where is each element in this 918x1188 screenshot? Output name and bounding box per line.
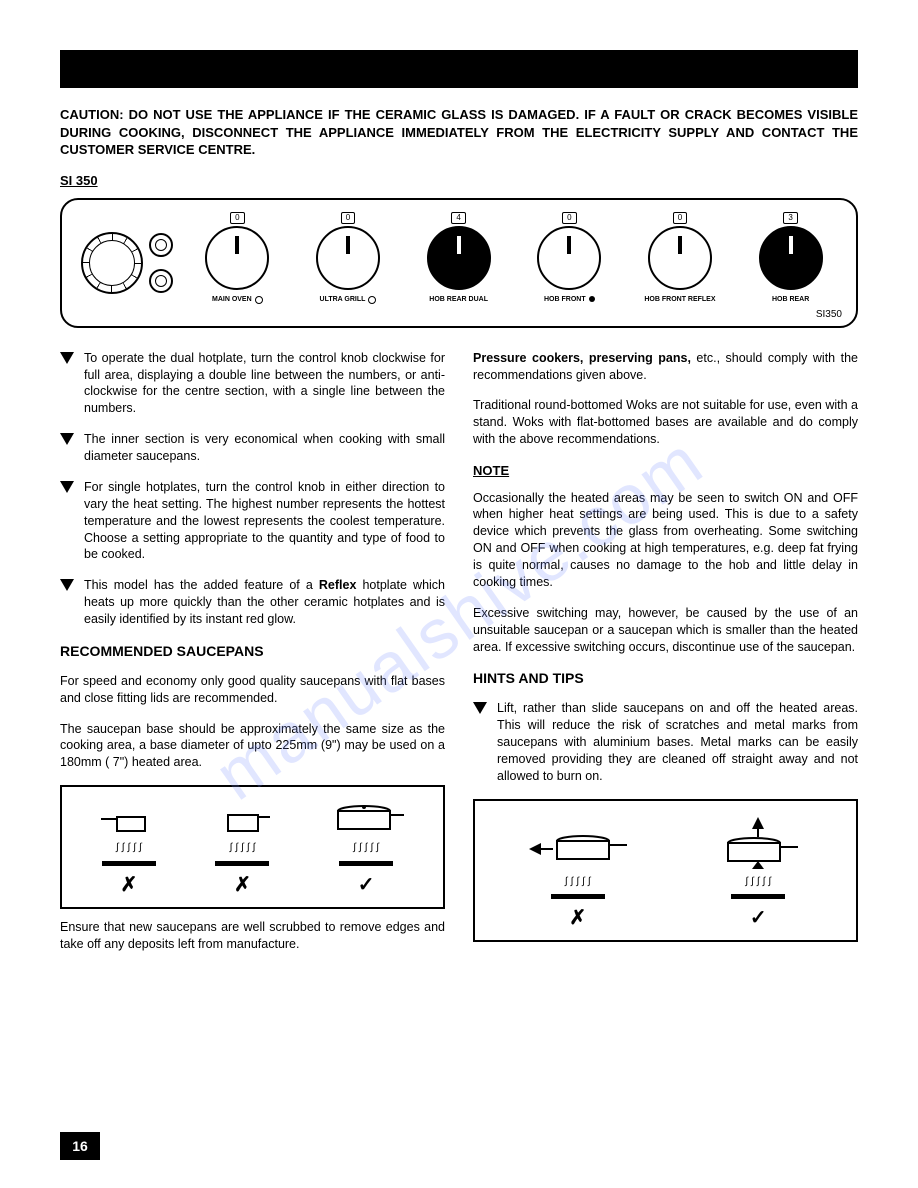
paragraph: For speed and economy only good quality …	[60, 673, 445, 707]
knob-indicator: 0	[341, 212, 355, 224]
mark-x: ✗	[234, 872, 251, 899]
page: CAUTION: DO NOT USE THE APPLIANCE IF THE…	[0, 0, 918, 1188]
knob-hob-front: 0 HOB FRONT	[524, 212, 614, 304]
pan-icon	[326, 801, 406, 835]
mark-check: ✓	[358, 872, 375, 899]
burner-icon	[215, 861, 269, 866]
knob-label: ULTRA GRILL	[320, 296, 377, 304]
knob-indicator: 3	[783, 212, 797, 224]
bullet-item: For single hotplates, turn the control k…	[60, 479, 445, 563]
knob-indicator: 0	[562, 212, 576, 224]
paragraph: Traditional round-bottomed Woks are not …	[473, 397, 858, 448]
knob-dial	[759, 226, 823, 290]
heat-waves-icon: ∫∫∫∫∫	[745, 875, 771, 889]
pan-slide-wrong: ∫∫∫∫∫ ✗	[523, 825, 633, 933]
bullet-text: This model has the added feature of a Re…	[84, 577, 445, 628]
bullet-text: For single hotplates, turn the control k…	[84, 479, 445, 563]
bullet-text: The inner section is very economical whe…	[84, 431, 445, 465]
right-column: Pressure cookers, preserving pans, etc.,…	[473, 350, 858, 967]
timer-knob-bottom	[149, 269, 173, 293]
saucepan-figure: ∫∫∫∫∫ ✗ ∫∫∫∫∫ ✗	[60, 785, 445, 909]
burner-icon	[102, 861, 156, 866]
knob-label: HOB REAR DUAL	[429, 296, 488, 304]
bullet-item: This model has the added feature of a Re…	[60, 577, 445, 628]
bullet-item: Lift, rather than slide saucepans on and…	[473, 700, 858, 784]
left-column: To operate the dual hotplate, turn the c…	[60, 350, 445, 967]
mark-x: ✗	[120, 872, 137, 899]
heading-hints-and-tips: HINTS AND TIPS	[473, 669, 858, 688]
heat-waves-icon: ∫∫∫∫∫	[116, 841, 142, 855]
knob-dial	[316, 226, 380, 290]
triangle-icon	[60, 481, 74, 493]
caution-text: CAUTION: DO NOT USE THE APPLIANCE IF THE…	[60, 106, 858, 159]
knob-dial	[205, 226, 269, 290]
paragraph: Ensure that new saucepans are well scrub…	[60, 919, 445, 953]
knob-main-oven: 0 MAIN OVEN	[192, 212, 282, 304]
mark-x: ✗	[569, 905, 586, 932]
pan-icon	[99, 805, 159, 835]
lift-slide-figure: ∫∫∫∫∫ ✗ ∫∫∫∫∫ ✓	[473, 799, 858, 943]
timer-cluster	[72, 208, 182, 318]
knob-indicator: 4	[451, 212, 465, 224]
bullet-text: Lift, rather than slide saucepans on and…	[497, 700, 858, 784]
knob-label: HOB FRONT	[544, 296, 595, 304]
heading-recommended-saucepans: RECOMMENDED SAUCEPANS	[60, 642, 445, 661]
mark-check: ✓	[750, 905, 767, 932]
pan-icon	[212, 805, 272, 835]
pan-slide-icon	[523, 825, 633, 869]
pan-correct: ∫∫∫∫∫ ✓	[326, 801, 406, 899]
triangle-icon	[60, 433, 74, 445]
timer-dial	[81, 232, 143, 294]
paragraph: Occasionally the heated areas may be see…	[473, 490, 858, 591]
burner-icon	[339, 861, 393, 866]
paragraph: The saucepan base should be approximatel…	[60, 721, 445, 772]
knob-indicator: 0	[230, 212, 244, 224]
knob-hob-rear-dual: 4 HOB REAR DUAL	[414, 212, 504, 304]
control-panel-diagram: 0 MAIN OVEN 0 ULTRA GRILL 4 HOB REAR DUA…	[60, 198, 858, 328]
heat-waves-icon: ∫∫∫∫∫	[230, 841, 256, 855]
knob-label: HOB FRONT REFLEX	[644, 296, 715, 304]
burner-icon	[551, 894, 605, 899]
knob-dial	[427, 226, 491, 290]
page-number: 16	[60, 1132, 100, 1160]
heading-note: NOTE	[473, 462, 858, 480]
pan-lift-correct: ∫∫∫∫∫ ✓	[708, 815, 808, 933]
panel-model-label: SI350	[816, 309, 842, 320]
knob-hob-rear: 3 HOB REAR	[746, 212, 836, 304]
triangle-icon	[60, 579, 74, 591]
bullet-item: To operate the dual hotplate, turn the c…	[60, 350, 445, 418]
heat-waves-icon: ∫∫∫∫∫	[565, 875, 591, 889]
model-label: SI 350	[60, 173, 858, 188]
bullet-item: The inner section is very economical whe…	[60, 431, 445, 465]
paragraph: Pressure cookers, preserving pans, etc.,…	[473, 350, 858, 384]
pan-wrong-round: ∫∫∫∫∫ ✗	[212, 805, 272, 899]
knob-indicator: 0	[673, 212, 687, 224]
triangle-icon	[60, 352, 74, 364]
body-columns: To operate the dual hotplate, turn the c…	[60, 350, 858, 967]
knob-label: MAIN OVEN	[212, 296, 263, 304]
knob-label: HOB REAR	[772, 296, 809, 304]
knob-dial	[537, 226, 601, 290]
knob-ultra-grill: 0 ULTRA GRILL	[303, 212, 393, 304]
timer-knob-top	[149, 233, 173, 257]
knob-dial	[648, 226, 712, 290]
knob-hob-front-reflex: 0 HOB FRONT REFLEX	[635, 212, 725, 304]
knob-row: 0 MAIN OVEN 0 ULTRA GRILL 4 HOB REAR DUA…	[182, 208, 846, 322]
triangle-icon	[473, 702, 487, 714]
paragraph: Excessive switching may, however, be cau…	[473, 605, 858, 656]
heat-waves-icon: ∫∫∫∫∫	[353, 841, 379, 855]
bullet-text: To operate the dual hotplate, turn the c…	[84, 350, 445, 418]
pan-wrong-small: ∫∫∫∫∫ ✗	[99, 805, 159, 899]
header-bar	[60, 50, 858, 88]
burner-icon	[731, 894, 785, 899]
pan-lift-icon	[708, 815, 808, 869]
